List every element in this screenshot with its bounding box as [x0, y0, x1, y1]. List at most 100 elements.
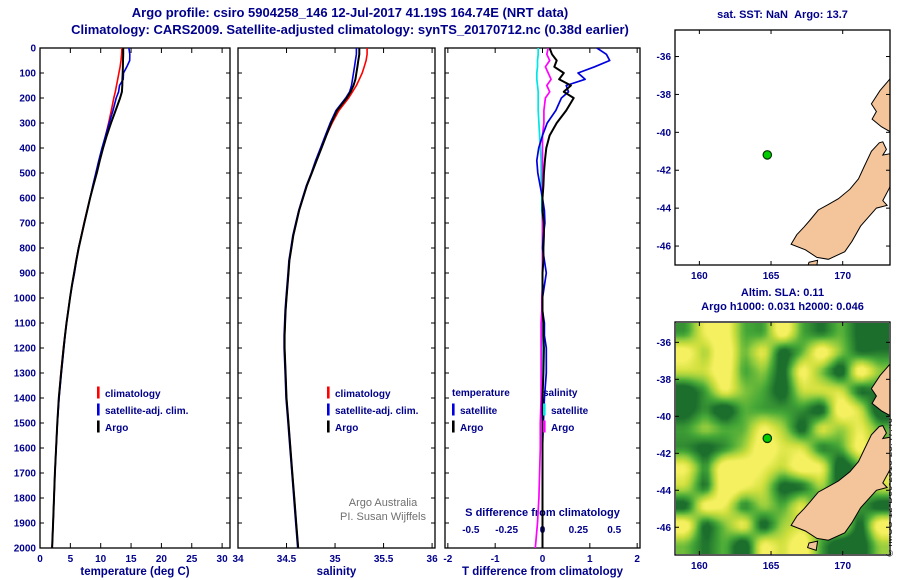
s-tick-label: 0.25 — [569, 525, 589, 536]
x-tick-label: 20 — [156, 554, 168, 565]
lat-tick-label: -36 — [657, 338, 672, 349]
legend-label: climatology — [335, 389, 391, 400]
float-location-marker — [762, 150, 773, 160]
legend-marker — [97, 386, 100, 399]
sla-map-title: Altim. SLA: 0.11 — [740, 287, 825, 299]
legend-marker — [543, 420, 546, 433]
legend-marker — [452, 420, 455, 433]
lat-tick-label: -46 — [657, 523, 672, 534]
lon-tick-label: 160 — [691, 271, 708, 282]
coastline-south-island — [790, 141, 890, 260]
s-tick-label: -0.5 — [462, 525, 480, 536]
lon-tick-label: 160 — [691, 561, 708, 572]
legend-label: Argo — [335, 423, 358, 434]
sla-map-subtitle: Argo h1000: 0.031 h2000: 0.046 — [701, 301, 864, 313]
lon-tick-label: 170 — [834, 271, 851, 282]
depth-tick-label: 900 — [19, 269, 36, 280]
sst-map-title: sat. SST: NaN Argo: 13.7 — [717, 9, 848, 21]
temperature-argo-line — [51, 48, 125, 548]
depth-tick-label: 1800 — [14, 494, 37, 505]
x-tick-label: 15 — [125, 554, 137, 565]
temperature-satclim-line — [51, 48, 131, 548]
legend-label: satellite-adj. clim. — [335, 406, 419, 417]
figure-title-line2: Climatology: CARS2009. Satellite-adjuste… — [71, 22, 629, 37]
diff-line-t-argo — [541, 48, 575, 548]
legend-marker — [327, 420, 330, 433]
coastline-north-island — [870, 78, 890, 133]
diff-line-t-satellite — [535, 48, 611, 548]
legend-marker — [327, 386, 330, 399]
depth-tick-label: 700 — [19, 219, 36, 230]
depth-tick-label: 0 — [30, 44, 36, 55]
depth-tick-label: 1900 — [14, 519, 37, 530]
depth-tick-label: 200 — [19, 94, 36, 105]
x-tick-label: 36 — [427, 554, 439, 565]
credit-line2: PI. Susan Wijffels — [340, 511, 426, 523]
depth-tick-label: 1400 — [14, 394, 37, 405]
lon-tick-label: 170 — [834, 561, 851, 572]
depth-tick-label: 1600 — [14, 444, 37, 455]
depth-tick-label: 2000 — [14, 544, 37, 555]
lat-tick-label: -42 — [657, 166, 672, 177]
legend-header-salinity: salinity — [543, 388, 578, 399]
x-tick-label: -2 — [443, 554, 452, 565]
t-difference-axis-label: T difference from climatology — [462, 566, 624, 578]
temperature-axis-label: temperature (deg C) — [80, 566, 189, 578]
salinity-panel: 34 34.5 35 35.5 36 salinity climatology satelli… — [232, 47, 439, 578]
lat-tick-label: -40 — [657, 128, 672, 139]
legend-label: satellite-adj. clim. — [105, 406, 189, 417]
legend-marker — [327, 403, 330, 416]
x-tick-label: 35 — [329, 554, 341, 565]
x-tick-label: 0 — [540, 554, 546, 565]
coastline-south-island — [790, 425, 890, 541]
x-tick-label: 10 — [95, 554, 107, 565]
lat-tick-label: -40 — [657, 412, 672, 423]
legend-label: climatology — [105, 389, 161, 400]
lat-tick-label: -38 — [657, 90, 672, 101]
legend-marker — [97, 420, 100, 433]
coastline-stewart-island — [807, 259, 819, 265]
depth-tick-label: 100 — [19, 69, 36, 80]
legend-marker — [543, 403, 546, 416]
s-tick-label: -0.25 — [495, 525, 518, 536]
lat-tick-label: -36 — [657, 52, 672, 63]
lon-tick-label: 165 — [763, 271, 780, 282]
depth-tick-label: 1300 — [14, 369, 37, 380]
figure-title-line1: Argo profile: csiro 5904258_146 12-Jul-2… — [131, 5, 569, 20]
x-tick-label: 25 — [186, 554, 198, 565]
depth-tick-label: 600 — [19, 194, 36, 205]
salinity-climatology-line — [283, 48, 368, 548]
x-tick-label: 2 — [634, 554, 640, 565]
legend-label: Argo — [551, 423, 574, 434]
s-tick-label: 0.5 — [607, 525, 621, 536]
x-tick-label: 5 — [68, 554, 74, 565]
x-tick-label: 1 — [587, 554, 593, 565]
salinity-satclim-line — [283, 48, 358, 548]
credit-line1: Argo Australia — [348, 497, 418, 509]
legend-header-temperature: temperature — [452, 388, 510, 399]
x-tick-label: 0 — [37, 554, 43, 565]
x-tick-label: 35.5 — [374, 554, 394, 565]
x-tick-label: 34 — [232, 554, 244, 565]
depth-tick-label: 300 — [19, 119, 36, 130]
depth-tick-label: 800 — [19, 244, 36, 255]
credit-text: Argo Australia PI. Susan Wijffels — [300, 496, 466, 524]
x-tick-label: 34.5 — [277, 554, 297, 565]
depth-tick-label: 500 — [19, 169, 36, 180]
depth-tick-label: 1100 — [14, 319, 36, 330]
lat-tick-label: -38 — [657, 375, 672, 386]
temperature-panel: 0 5 10 15 20 25 300100200300400500600700800900… — [14, 44, 231, 578]
coastline-stewart-island — [806, 540, 819, 552]
legend-label: Argo — [460, 423, 483, 434]
legend-marker — [97, 403, 100, 416]
salinity-axis-label: salinity — [317, 566, 357, 578]
depth-tick-label: 1700 — [14, 469, 37, 480]
legend-label: satellite — [460, 406, 498, 417]
legend-label: Argo — [105, 423, 128, 434]
legend-marker — [452, 403, 455, 416]
sla-map: 160 165 170 -36 -38 -40 -42 -44 -46 — [657, 321, 891, 572]
x-tick-label: -1 — [491, 554, 500, 565]
